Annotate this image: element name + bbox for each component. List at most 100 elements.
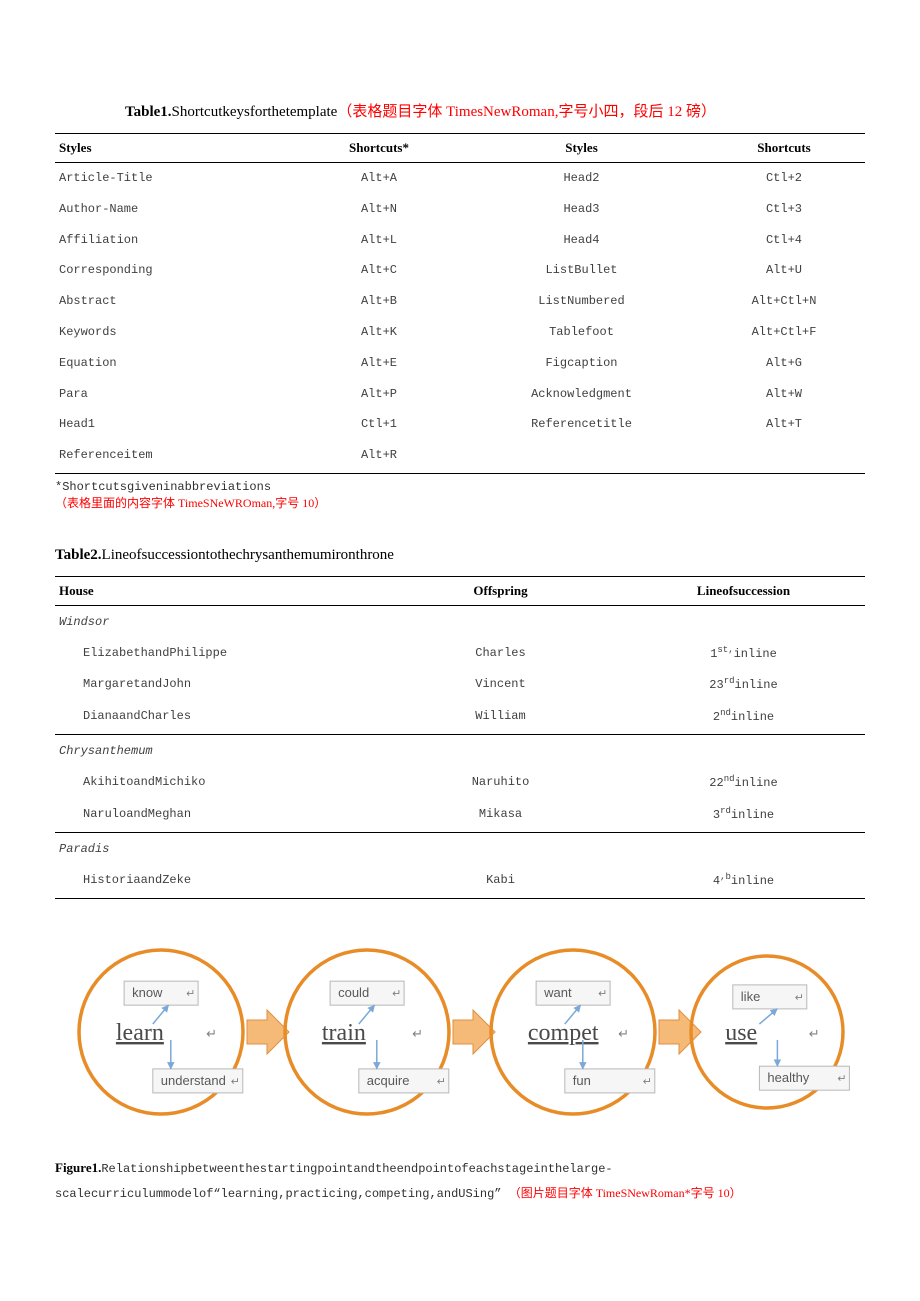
svg-text:use: use (725, 1020, 757, 1046)
table2-cell: 4,binline (622, 865, 865, 899)
figure1: know↵understand↵learn↵could↵acquire↵trai… (55, 937, 865, 1141)
table2-cell: Kabi (379, 865, 622, 899)
svg-text:↵: ↵ (809, 1026, 820, 1041)
table2-group-name: Paradis (55, 833, 865, 865)
svg-text:learn: learn (116, 1020, 164, 1046)
table1-cell: Alt+P (298, 379, 460, 410)
table2-cell: DianaandCharles (55, 701, 379, 735)
table2-group-name: Chrysanthemum (55, 735, 865, 767)
table1-cell: Alt+W (703, 379, 865, 410)
table1-cell: Alt+N (298, 194, 460, 225)
table2-cell: 3rdinline (622, 799, 865, 833)
table2: HouseOffspringLineofsuccession WindsorEl… (55, 576, 865, 899)
table2-group-name: Windsor (55, 605, 865, 637)
table1-cell: Head4 (460, 225, 703, 256)
table1-cell: Alt+T (703, 409, 865, 440)
table1-cell: Ctl+1 (298, 409, 460, 440)
table2-cell: NaruloandMeghan (55, 799, 379, 833)
table1-header: Shortcuts* (298, 134, 460, 163)
table2-cell: HistoriaandZeke (55, 865, 379, 899)
svg-text:↵: ↵ (392, 988, 401, 1000)
table1-cell: Para (55, 379, 298, 410)
figure1-label: Figure1. (55, 1160, 101, 1175)
figure1-caption: Figure1.Relationshipbetweenthestartingpo… (55, 1155, 865, 1206)
table1-cell: Affiliation (55, 225, 298, 256)
table2-cell: AkihitoandMichiko (55, 767, 379, 799)
svg-text:↵: ↵ (643, 1076, 652, 1088)
table2-cell: Charles (379, 638, 622, 670)
table1-cell: Head3 (460, 194, 703, 225)
table1-header: Styles (55, 134, 298, 163)
svg-text:↵: ↵ (231, 1076, 240, 1088)
table2-cell: William (379, 701, 622, 735)
table1-cell: Referencetitle (460, 409, 703, 440)
table1-label: Table1. (125, 104, 172, 120)
table1-cell: Referenceitem (55, 440, 298, 473)
table1-cell: ListBullet (460, 255, 703, 286)
table1-cell: Alt+E (298, 348, 460, 379)
table1: StylesShortcuts*StylesShortcuts Article-… (55, 133, 865, 474)
svg-text:↵: ↵ (412, 1026, 423, 1041)
table1-cell: Alt+A (298, 163, 460, 194)
table2-title: Table2.Lineofsuccessiontothechrysanthemu… (55, 547, 865, 564)
table1-title-note: （表格题目字体 TimesNewRoman,字号小四，段后 12 磅） (337, 104, 716, 120)
table2-header: Lineofsuccession (622, 576, 865, 605)
table1-cell: Head2 (460, 163, 703, 194)
table1-cell: Alt+Ctl+F (703, 317, 865, 348)
table2-label: Table2. (55, 547, 102, 563)
table2-header: Offspring (379, 576, 622, 605)
svg-text:healthy: healthy (767, 1071, 809, 1086)
table1-cell: Acknowledgment (460, 379, 703, 410)
table1-cell: Alt+G (703, 348, 865, 379)
table1-cell: Alt+U (703, 255, 865, 286)
table2-cell: 2ndinline (622, 701, 865, 735)
table2-cell: Naruhito (379, 767, 622, 799)
svg-text:could: could (338, 985, 369, 1000)
table1-cell: Figcaption (460, 348, 703, 379)
table2-cell: 23rdinline (622, 669, 865, 701)
svg-text:↵: ↵ (437, 1076, 446, 1088)
svg-text:fun: fun (573, 1073, 591, 1088)
table1-cell: Alt+R (298, 440, 460, 473)
table2-cell: 1st,inline (622, 638, 865, 670)
svg-text:↵: ↵ (837, 1074, 846, 1086)
table1-cell: Tablefoot (460, 317, 703, 348)
table1-cell: Equation (55, 348, 298, 379)
table1-title-text: Shortcutkeysforthetemplate (172, 104, 338, 120)
figure1-caption-red: （图片题目字体 TimeSNewRoman*字号 10） (509, 1186, 742, 1200)
table1-footnote: *Shortcutsgiveninabbreviations (55, 480, 865, 494)
svg-text:want: want (543, 985, 572, 1000)
table1-cell: Article-Title (55, 163, 298, 194)
svg-text:↵: ↵ (206, 1026, 217, 1041)
table1-cell (703, 440, 865, 473)
table1-header: Shortcuts (703, 134, 865, 163)
table1-cell: Alt+C (298, 255, 460, 286)
table2-cell: Mikasa (379, 799, 622, 833)
table2-cell: MargaretandJohn (55, 669, 379, 701)
table1-header: Styles (460, 134, 703, 163)
table1-footnote-red: （表格里面的内容字体 TimeSNeWROman,字号 10） (55, 494, 865, 511)
table1-cell: Alt+L (298, 225, 460, 256)
svg-text:↵: ↵ (186, 988, 195, 1000)
table1-cell: Alt+Ctl+N (703, 286, 865, 317)
table1-title: Table1.Shortcutkeysforthetemplate（表格题目字体… (55, 100, 865, 121)
table1-cell: Author-Name (55, 194, 298, 225)
table1-cell: Ctl+2 (703, 163, 865, 194)
table1-cell: Alt+K (298, 317, 460, 348)
svg-text:understand: understand (161, 1073, 226, 1088)
table2-cell: 22ndinline (622, 767, 865, 799)
svg-text:know: know (132, 985, 163, 1000)
table1-cell: Corresponding (55, 255, 298, 286)
table1-cell: ListNumbered (460, 286, 703, 317)
table1-cell: Head1 (55, 409, 298, 440)
table1-cell: Alt+B (298, 286, 460, 317)
figure1-svg: know↵understand↵learn↵could↵acquire↵trai… (63, 937, 857, 1137)
svg-text:like: like (741, 989, 761, 1004)
svg-text:acquire: acquire (367, 1073, 410, 1088)
table1-cell: Keywords (55, 317, 298, 348)
svg-text:↵: ↵ (598, 988, 607, 1000)
svg-text:↵: ↵ (618, 1026, 629, 1041)
table2-cell: Vincent (379, 669, 622, 701)
table1-cell (460, 440, 703, 473)
svg-text:↵: ↵ (795, 992, 804, 1004)
